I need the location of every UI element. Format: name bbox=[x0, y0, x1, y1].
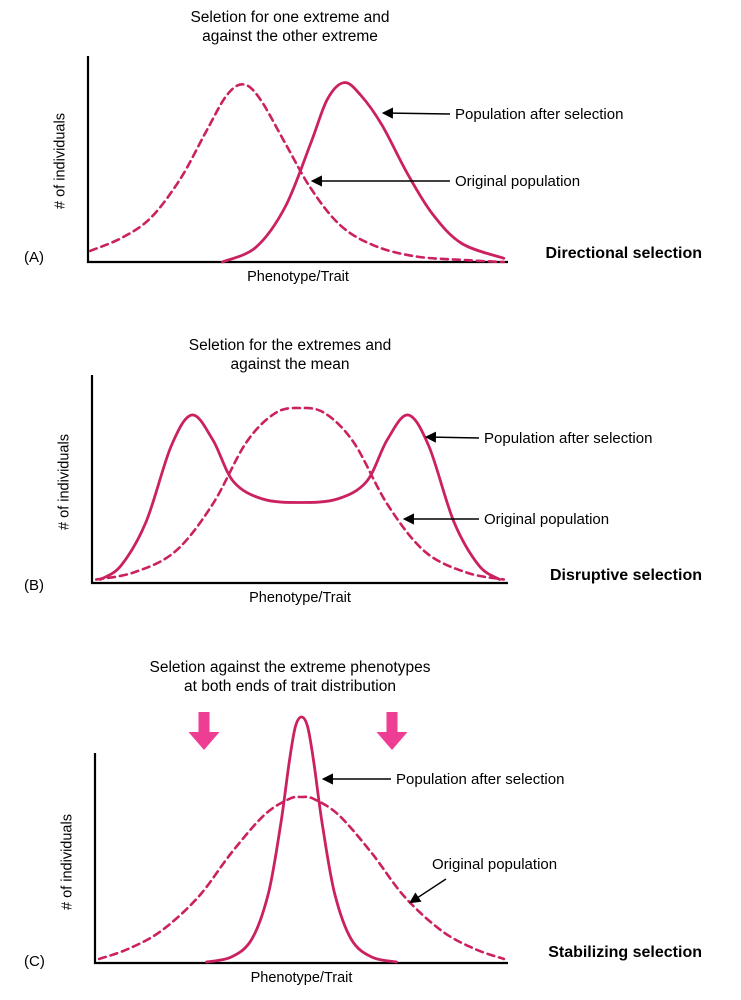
panel-stabilizing-selection: Seletion against the extreme phenotypes … bbox=[0, 640, 741, 1000]
original-population-annotation: Original population bbox=[455, 173, 581, 190]
selection-type-label: Disruptive selection bbox=[549, 567, 702, 584]
panel-letter: (A) bbox=[24, 249, 44, 266]
panel-title-line2: against the other extreme bbox=[202, 28, 378, 45]
y-axis-label: # of individuals bbox=[52, 113, 69, 209]
after-selection-arrow bbox=[424, 431, 480, 443]
panel-directional-selection: Seletion for one extreme and against the… bbox=[0, 0, 741, 310]
down-arrow-left-icon bbox=[188, 712, 220, 750]
x-axis-label: Phenotype/Trait bbox=[250, 970, 353, 986]
after-selection-annotation: Population after selection bbox=[484, 430, 653, 447]
population-after-selection-curve bbox=[205, 715, 398, 964]
original-population-annotation: Original population bbox=[432, 856, 558, 873]
stabilizing-chart-canvas bbox=[93, 712, 508, 965]
after-selection-annotation: Population after selection bbox=[396, 771, 565, 788]
axes bbox=[86, 56, 508, 264]
selection-type-label: Stabilizing selection bbox=[548, 944, 702, 961]
y-axis-label: # of individuals bbox=[56, 434, 73, 530]
after-selection-arrow bbox=[381, 107, 451, 119]
axes bbox=[90, 375, 508, 585]
selection-type-label: Directional selection bbox=[545, 245, 703, 262]
panel-title-line2: against the mean bbox=[230, 356, 350, 373]
panel-title: Seletion against the extreme phenotypes … bbox=[60, 658, 520, 696]
panel-title: Seletion for the extremes and against th… bbox=[60, 336, 520, 374]
original-population-curve bbox=[94, 406, 506, 581]
original-population-curve bbox=[88, 83, 506, 264]
y-axis-label: # of individuals bbox=[59, 814, 76, 910]
after-selection-annotation: Population after selection bbox=[455, 106, 624, 123]
panel-title-line2: at both ends of trait distribution bbox=[184, 678, 396, 695]
panel-title-line1: Seletion for the extremes and bbox=[188, 337, 392, 354]
axes bbox=[93, 753, 508, 965]
directional-chart-canvas bbox=[86, 56, 508, 264]
panel-title-line1: Seletion for one extreme and bbox=[190, 9, 390, 26]
panel-title: Seletion for one extreme and against the… bbox=[60, 8, 520, 46]
original-population-annotation: Original population bbox=[484, 511, 610, 528]
down-arrow-right-icon bbox=[376, 712, 408, 750]
panel-title-line1: Seletion against the extreme phenotypes bbox=[149, 659, 431, 676]
disruptive-chart-canvas bbox=[90, 375, 508, 585]
x-axis-label: Phenotype/Trait bbox=[249, 590, 351, 606]
population-after-selection-curve bbox=[221, 81, 506, 264]
population-after-selection-curve bbox=[98, 413, 502, 581]
panel-letter: (C) bbox=[24, 953, 45, 970]
x-axis-label: Phenotype/Trait bbox=[247, 269, 349, 285]
original-population-arrow bbox=[409, 878, 447, 904]
original-population-curve bbox=[97, 795, 506, 961]
panel-letter: (B) bbox=[24, 577, 44, 594]
panel-disruptive-selection: Seletion for the extremes and against th… bbox=[0, 310, 741, 640]
